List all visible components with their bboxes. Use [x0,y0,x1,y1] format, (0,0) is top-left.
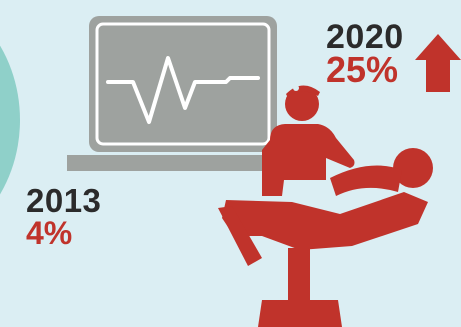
percent-value: 25% [326,49,399,90]
percent-value: 4% [26,215,73,251]
year-label: 2020 [326,18,404,56]
stat-2020: 2020 25% [326,20,404,88]
arrow-up-icon [415,34,461,92]
decorative-circle [0,45,20,195]
patient-in-chair-icon [218,148,433,327]
year-label: 2013 [26,182,102,219]
stat-2013: 2013 4% [26,184,101,249]
heart-monitor-icon [67,16,280,171]
dentist-icon [262,85,355,196]
